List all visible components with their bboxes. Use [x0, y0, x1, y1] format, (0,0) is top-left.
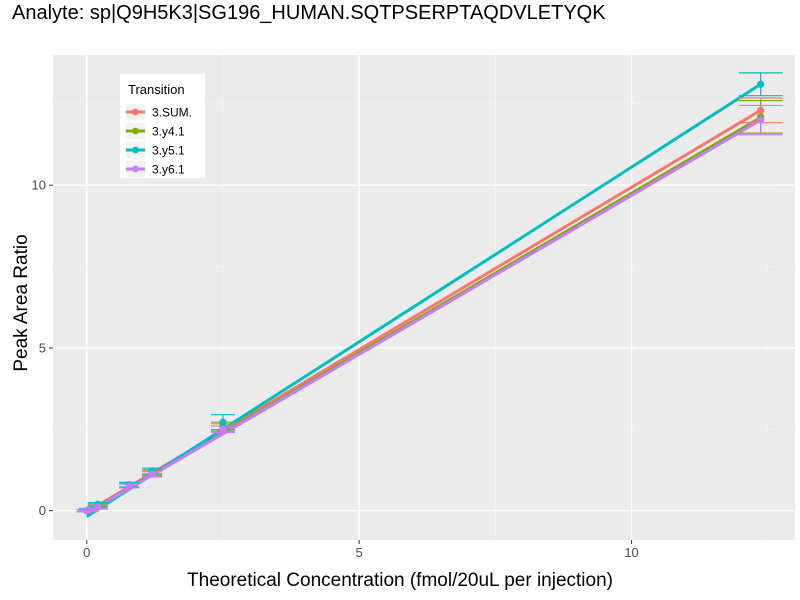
data-point [148, 470, 156, 478]
legend-key-point [132, 146, 139, 154]
x-tick-label: 10 [624, 545, 638, 560]
grid-major [53, 55, 795, 540]
y-tick-label: 0 [39, 503, 46, 518]
data-point [85, 506, 93, 514]
legend: Transition 3.SUM. 3.y4.1 3.y5.1 3.y6.1 [120, 74, 205, 178]
legend-title: Transition [128, 82, 185, 97]
data-point [219, 418, 227, 426]
axes: 0 5 10 0 5 10 [32, 178, 639, 560]
fit-line [85, 83, 762, 518]
fit-line [86, 118, 762, 515]
data-point [94, 503, 102, 511]
y-tick-label: 5 [39, 340, 46, 355]
legend-label: 3.y6.1 [152, 163, 185, 177]
x-tick-label: 5 [356, 545, 363, 560]
legend-label: 3.SUM. [152, 106, 192, 120]
legend-label: 3.y5.1 [152, 144, 185, 158]
x-tick-label: 0 [83, 545, 90, 560]
x-axis-label: Theoretical Concentration (fmol/20uL per… [187, 570, 613, 591]
y-tick-label: 10 [32, 178, 46, 193]
data-point [125, 482, 133, 490]
data-point [757, 106, 765, 114]
legend-key-point [132, 108, 139, 116]
fit-lines [85, 83, 762, 518]
data-point [757, 80, 765, 88]
legend-key-point [132, 127, 139, 135]
legend-label: 3.y4.1 [152, 125, 185, 139]
data-point [757, 116, 765, 124]
data-point [219, 425, 227, 433]
chart-title: Analyte: sp|Q9H5K3|SG196_HUMAN.SQTPSERPT… [12, 2, 606, 24]
data-points [83, 80, 765, 515]
legend-key-point [132, 165, 139, 173]
